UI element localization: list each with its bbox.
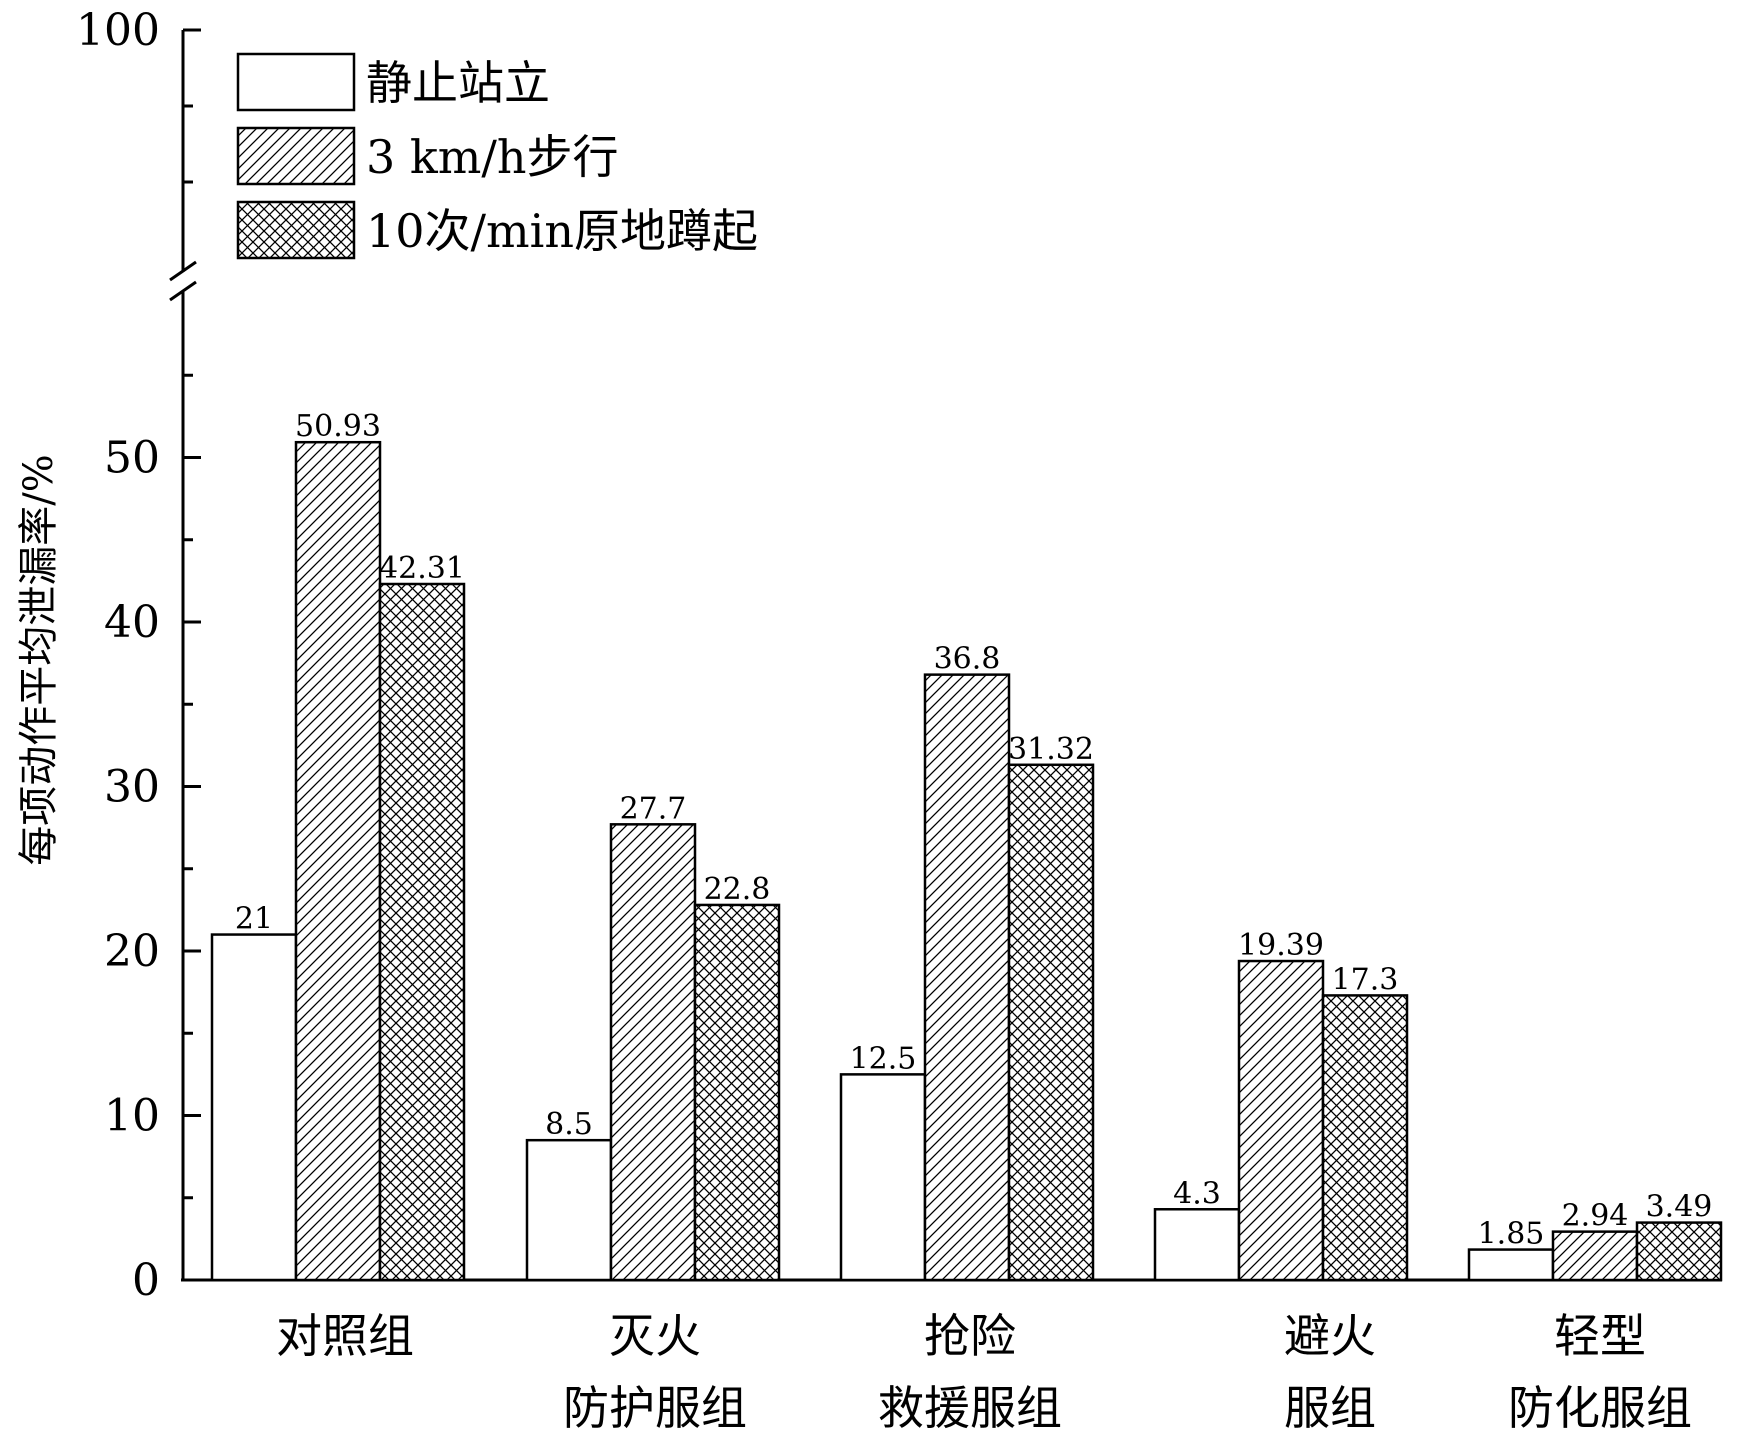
data-label: 42.31 (379, 551, 465, 586)
bar (1237, 959, 1325, 1282)
data-label: 1.85 (1478, 1217, 1545, 1252)
axis-break-mark (169, 280, 197, 302)
category-label: 轻型 (1554, 1309, 1646, 1363)
bar (1467, 1248, 1555, 1282)
data-label: 8.5 (545, 1107, 593, 1142)
data-label: 22.8 (704, 872, 771, 907)
bar (839, 1073, 927, 1282)
data-label: 3.49 (1646, 1190, 1713, 1225)
y-tick-label: 40 (104, 597, 160, 648)
category-label: 对照组 (276, 1309, 414, 1363)
bars (210, 440, 1723, 1282)
bar (923, 673, 1011, 1282)
category-label: 灭火 (609, 1309, 701, 1363)
y-tick-label: 20 (104, 926, 160, 977)
legend-swatch (236, 126, 356, 186)
data-label: 31.32 (1008, 732, 1094, 767)
bar (1007, 763, 1095, 1282)
legend: 静止站立 3 km/h步行 10次/min原地蹲起 (236, 52, 758, 260)
bar (210, 933, 298, 1282)
data-label: 21 (235, 902, 273, 937)
category-label: 避火 (1284, 1309, 1376, 1363)
data-label: 36.8 (934, 642, 1001, 677)
y-tick-label: 30 (104, 762, 160, 813)
y-tick-label: 10 (104, 1091, 160, 1142)
data-labels: 21 8.5 12.5 4.3 1.85 50.93 27.7 36.8 19.39 2.94 42… (235, 409, 1712, 1251)
data-label: 4.3 (1173, 1176, 1221, 1211)
data-label: 50.93 (295, 409, 381, 444)
data-label: 27.7 (620, 791, 687, 826)
bar (294, 440, 382, 1282)
y-tick-label: 100 (76, 5, 160, 56)
bar (1551, 1230, 1639, 1282)
axis-break-mark (169, 260, 197, 282)
bar (378, 582, 466, 1282)
legend-swatch (236, 52, 356, 112)
legend-swatch (236, 200, 356, 260)
category-label: 救援服组 (878, 1381, 1062, 1435)
y-tick-label: 0 (132, 1255, 160, 1306)
category-label: 抢险 (924, 1309, 1016, 1363)
y-ticks: 0 10 20 30 40 50 100 (76, 5, 201, 1306)
legend-label: 3 km/h步行 (366, 130, 619, 184)
data-label: 2.94 (1562, 1199, 1629, 1234)
bar (525, 1138, 613, 1282)
data-label: 19.39 (1238, 928, 1324, 963)
category-label: 防护服组 (563, 1381, 747, 1435)
category-label: 服组 (1284, 1381, 1376, 1435)
y-tick-label: 50 (104, 433, 160, 484)
data-label: 17.3 (1332, 962, 1399, 997)
bar (1635, 1221, 1723, 1282)
legend-label: 静止站立 (366, 56, 550, 110)
data-label: 12.5 (850, 1041, 917, 1076)
category-label: 防化服组 (1508, 1381, 1692, 1435)
bar (609, 823, 697, 1282)
bar (1153, 1208, 1241, 1282)
bar (693, 903, 781, 1282)
y-axis-label: 每项动作平均泄漏率/% (16, 454, 62, 865)
bar (1321, 994, 1409, 1282)
legend-label: 10次/min原地蹲起 (366, 204, 758, 258)
